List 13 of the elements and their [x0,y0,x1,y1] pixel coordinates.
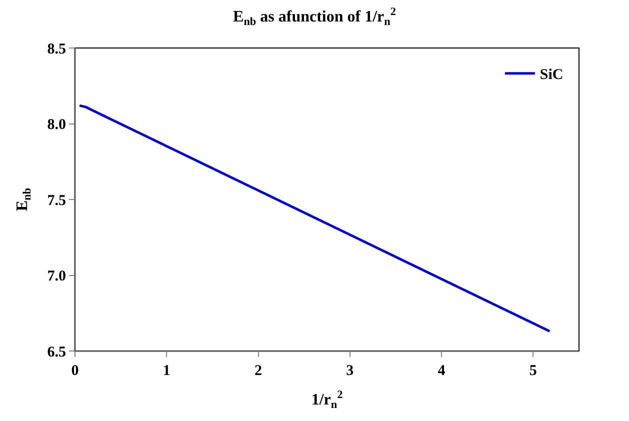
y-tick-label: 8.0 [47,117,66,133]
x-tick-label: 3 [346,363,354,379]
y-tick-label: 7.0 [47,268,66,284]
x-tick-label: 5 [529,363,537,379]
x-tick-label: 0 [71,363,79,379]
line-series [78,104,551,333]
x-tick-label: 4 [438,363,446,379]
y-tick-label: 8.5 [47,41,66,58]
y-tick-label: 7.5 [47,192,66,209]
x-tick-label: 1 [162,363,170,379]
legend-label: SiC [540,67,564,84]
y-tick-label: 6.5 [47,344,66,360]
x-tick-label: 2 [254,363,262,379]
